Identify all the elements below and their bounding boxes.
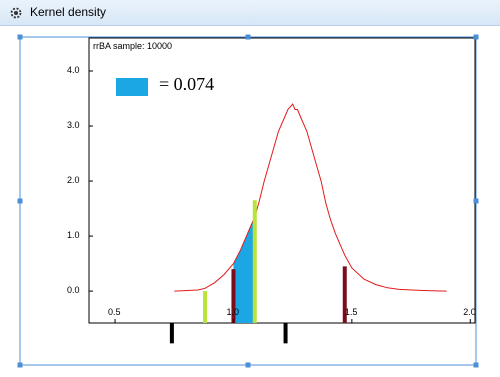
sample-size-label: rrBA sample: 10000: [93, 41, 173, 51]
x-tick-label: 1.0: [226, 307, 239, 317]
selection-handle[interactable]: [473, 362, 479, 368]
y-tick-label: 4.0: [67, 65, 80, 75]
kernel-density-chart: [17, 34, 479, 368]
y-tick-label: 1.0: [67, 230, 80, 241]
density-curve: [174, 103, 447, 292]
selection-handle[interactable]: [17, 362, 23, 368]
plot-area: rrBA sample: 10000 = 0.074 0.0 1.0 2.0 3.0 4…: [0, 26, 500, 377]
selection-handle[interactable]: [245, 362, 251, 368]
y-tick-label: 0.0: [67, 285, 80, 296]
selection-handle[interactable]: [245, 34, 251, 40]
title-bar[interactable]: Kernel density: [0, 0, 500, 26]
window-title: Kernel density: [30, 5, 107, 19]
selection-handle[interactable]: [473, 34, 479, 40]
x-tick-label: 1.5: [344, 307, 358, 317]
plot-frame: [88, 37, 476, 324]
selection-handle[interactable]: [17, 198, 23, 204]
selection-handle[interactable]: [473, 198, 479, 204]
selection-handle[interactable]: [17, 34, 23, 40]
shaded-area: [233, 216, 255, 323]
gear-icon: [10, 7, 22, 19]
x-tick-label: 2.0: [463, 307, 476, 317]
x-tick-label: 0.5: [108, 307, 121, 317]
y-tick-label: 3.0: [67, 120, 80, 131]
legend-swatch: [116, 78, 148, 96]
legend-value: = 0.074: [159, 74, 215, 94]
y-tick-label: 2.0: [67, 175, 80, 186]
